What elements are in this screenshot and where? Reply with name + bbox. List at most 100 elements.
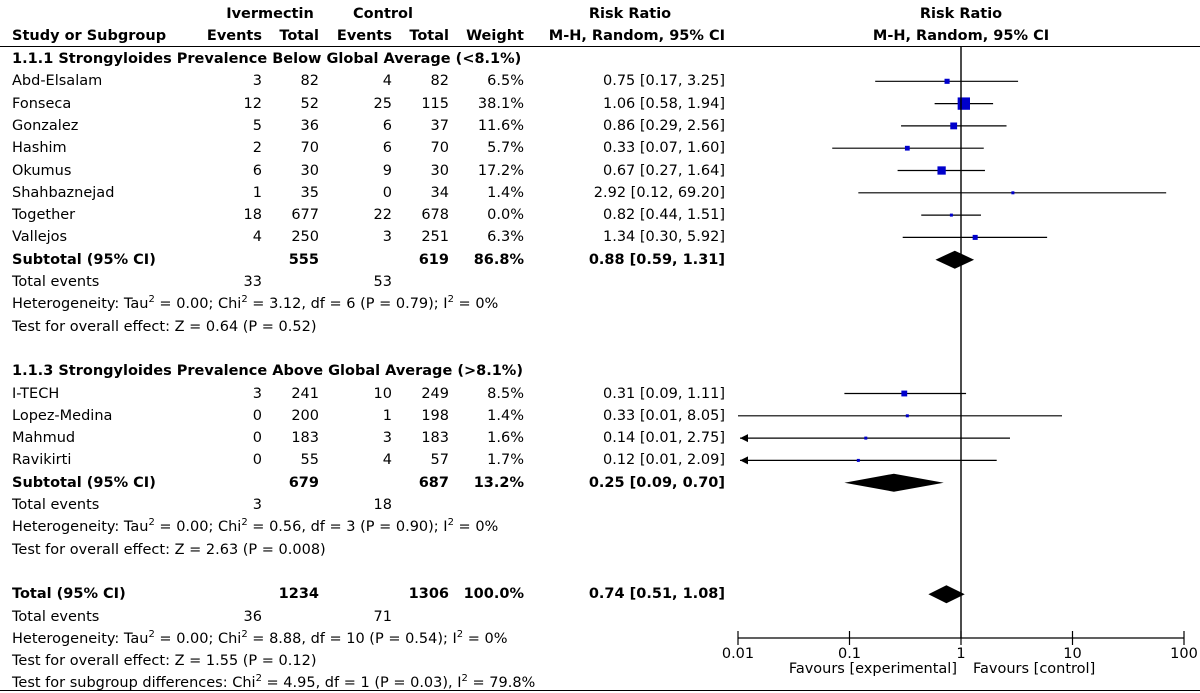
header-c-total: Total xyxy=(409,28,449,44)
grand-heterogeneity-text: Heterogeneity: Tau2 = 0.00; Chi2 = 8.88,… xyxy=(12,628,508,647)
header-study: Study or Subgroup xyxy=(12,28,167,44)
grand-total-events-c: 71 xyxy=(373,608,392,625)
study-name: I-TECH xyxy=(12,385,60,402)
risk-ratio-ci: 0.86 [0.29, 2.56] xyxy=(603,117,725,134)
pooled-diamond xyxy=(928,585,965,604)
c-total: 115 xyxy=(421,95,449,112)
weight: 1.4% xyxy=(487,407,524,424)
total-label: Total (95% CI) xyxy=(12,586,126,603)
study-name: Hashim xyxy=(12,140,67,157)
weight: 0.0% xyxy=(487,207,524,224)
bottom-rule xyxy=(0,690,1200,691)
c-total: 678 xyxy=(421,207,449,224)
grand-total-events-iv: 36 xyxy=(243,608,262,625)
x-tick-label: 0.1 xyxy=(838,646,861,662)
risk-ratio-ci: 0.12 [0.01, 2.09] xyxy=(603,452,725,469)
iv-events: 0 xyxy=(252,430,262,447)
c-total: 198 xyxy=(421,407,449,424)
iv-total: 250 xyxy=(291,229,319,246)
heterogeneity-text: Heterogeneity: Tau2 = 0.00; Chi2 = 0.56,… xyxy=(12,517,499,536)
header-plot-method: M-H, Random, 95% CI xyxy=(872,28,1050,44)
c-events: 10 xyxy=(373,385,392,402)
grand-overall-effect-text: Test for overall effect: Z = 1.55 (P = 0… xyxy=(12,653,317,670)
iv-total: 55 xyxy=(300,452,319,469)
point-estimate-square xyxy=(864,436,868,440)
c-events: 22 xyxy=(373,207,392,224)
total-events-iv: 3 xyxy=(252,497,262,513)
pooled-diamond xyxy=(844,473,944,492)
weight: 6.3% xyxy=(487,229,524,246)
risk-ratio-ci: 0.33 [0.07, 1.60] xyxy=(603,140,725,157)
iv-events: 3 xyxy=(252,73,262,90)
point-estimate-square xyxy=(901,390,908,397)
study-name: Okumus xyxy=(12,162,72,179)
header-risk-ratio: Risk Ratio xyxy=(588,6,672,22)
x-tick-label: 100 xyxy=(1170,646,1198,662)
weight: 17.2% xyxy=(477,162,524,179)
subgroup-title: 1.1.1 Strongyloides Prevalence Below Glo… xyxy=(12,51,522,67)
iv-total: 200 xyxy=(291,407,319,424)
subtotal-label: Subtotal (95% CI) xyxy=(12,251,156,268)
total-events-c: 18 xyxy=(373,497,392,513)
x-tick-label: 1 xyxy=(956,646,965,662)
c-total: 82 xyxy=(430,73,449,90)
iv-total: 30 xyxy=(300,162,319,179)
weight: 11.6% xyxy=(477,117,524,134)
total-weight: 100.0% xyxy=(463,586,524,603)
subtotal-ci: 0.88 [0.59, 1.31] xyxy=(588,251,725,268)
c-events: 9 xyxy=(382,162,392,179)
grand-total-events-label: Total events xyxy=(12,608,100,625)
risk-ratio-ci: 1.06 [0.58, 1.94] xyxy=(603,95,725,112)
iv-events: 3 xyxy=(252,385,262,402)
c-total: 70 xyxy=(430,140,449,157)
c-events: 25 xyxy=(373,95,392,112)
iv-total: 183 xyxy=(291,430,319,447)
subtotal-weight: 86.8% xyxy=(473,251,524,268)
favours-control-label: Favours [control] xyxy=(973,661,1095,677)
header-control: Control xyxy=(353,6,413,22)
weight: 1.4% xyxy=(487,184,524,201)
point-estimate-square xyxy=(937,166,946,175)
study-name: Ravikirti xyxy=(12,452,72,469)
iv-events: 12 xyxy=(243,95,262,112)
c-events: 4 xyxy=(382,452,392,469)
point-estimate-square xyxy=(905,414,909,418)
point-estimate-square xyxy=(949,213,953,217)
risk-ratio-ci: 1.34 [0.30, 5.92] xyxy=(603,229,725,246)
header-c-events: Events xyxy=(336,28,392,44)
risk-ratio-ci: 0.67 [0.27, 1.64] xyxy=(603,162,725,179)
total-events-c: 53 xyxy=(373,274,392,290)
point-estimate-square xyxy=(856,458,860,462)
c-events: 0 xyxy=(382,184,392,201)
risk-ratio-ci: 0.75 [0.17, 3.25] xyxy=(603,73,725,90)
weight: 38.1% xyxy=(477,95,524,112)
iv-events: 5 xyxy=(252,117,262,134)
c-events: 6 xyxy=(382,117,392,134)
subtotal-weight: 13.2% xyxy=(473,474,524,491)
total-events-iv: 33 xyxy=(243,274,262,290)
iv-total: 70 xyxy=(300,140,319,157)
study-name: Together xyxy=(12,207,76,224)
x-tick-label: 10 xyxy=(1063,646,1081,662)
subtotal-c-total: 619 xyxy=(418,251,449,268)
total-ci: 0.74 [0.51, 1.08] xyxy=(588,586,725,603)
iv-total: 35 xyxy=(300,184,319,201)
risk-ratio-ci: 0.82 [0.44, 1.51] xyxy=(603,207,725,224)
point-estimate-square xyxy=(972,234,978,240)
iv-total: 82 xyxy=(300,73,319,90)
subtotal-iv-total: 679 xyxy=(288,474,319,491)
subgroup-differences-text: Test for subgroup differences: Chi2 = 4.… xyxy=(12,673,536,692)
iv-total: 52 xyxy=(300,95,319,112)
overall-effect-text: Test for overall effect: Z = 0.64 (P = 0… xyxy=(12,318,317,335)
weight: 6.5% xyxy=(487,73,524,90)
iv-total: 241 xyxy=(291,385,319,402)
header-plot-risk-ratio: Risk Ratio xyxy=(919,6,1003,22)
subtotal-iv-total: 555 xyxy=(288,251,319,268)
header-iv-events: Events xyxy=(206,28,262,44)
header-iv-total: Total xyxy=(279,28,319,44)
weight: 8.5% xyxy=(487,385,524,402)
study-name: Shahbaznejad xyxy=(12,184,115,201)
weight: 5.7% xyxy=(487,140,524,157)
study-name: Abd-Elsalam xyxy=(12,73,103,90)
iv-events: 2 xyxy=(252,140,262,157)
